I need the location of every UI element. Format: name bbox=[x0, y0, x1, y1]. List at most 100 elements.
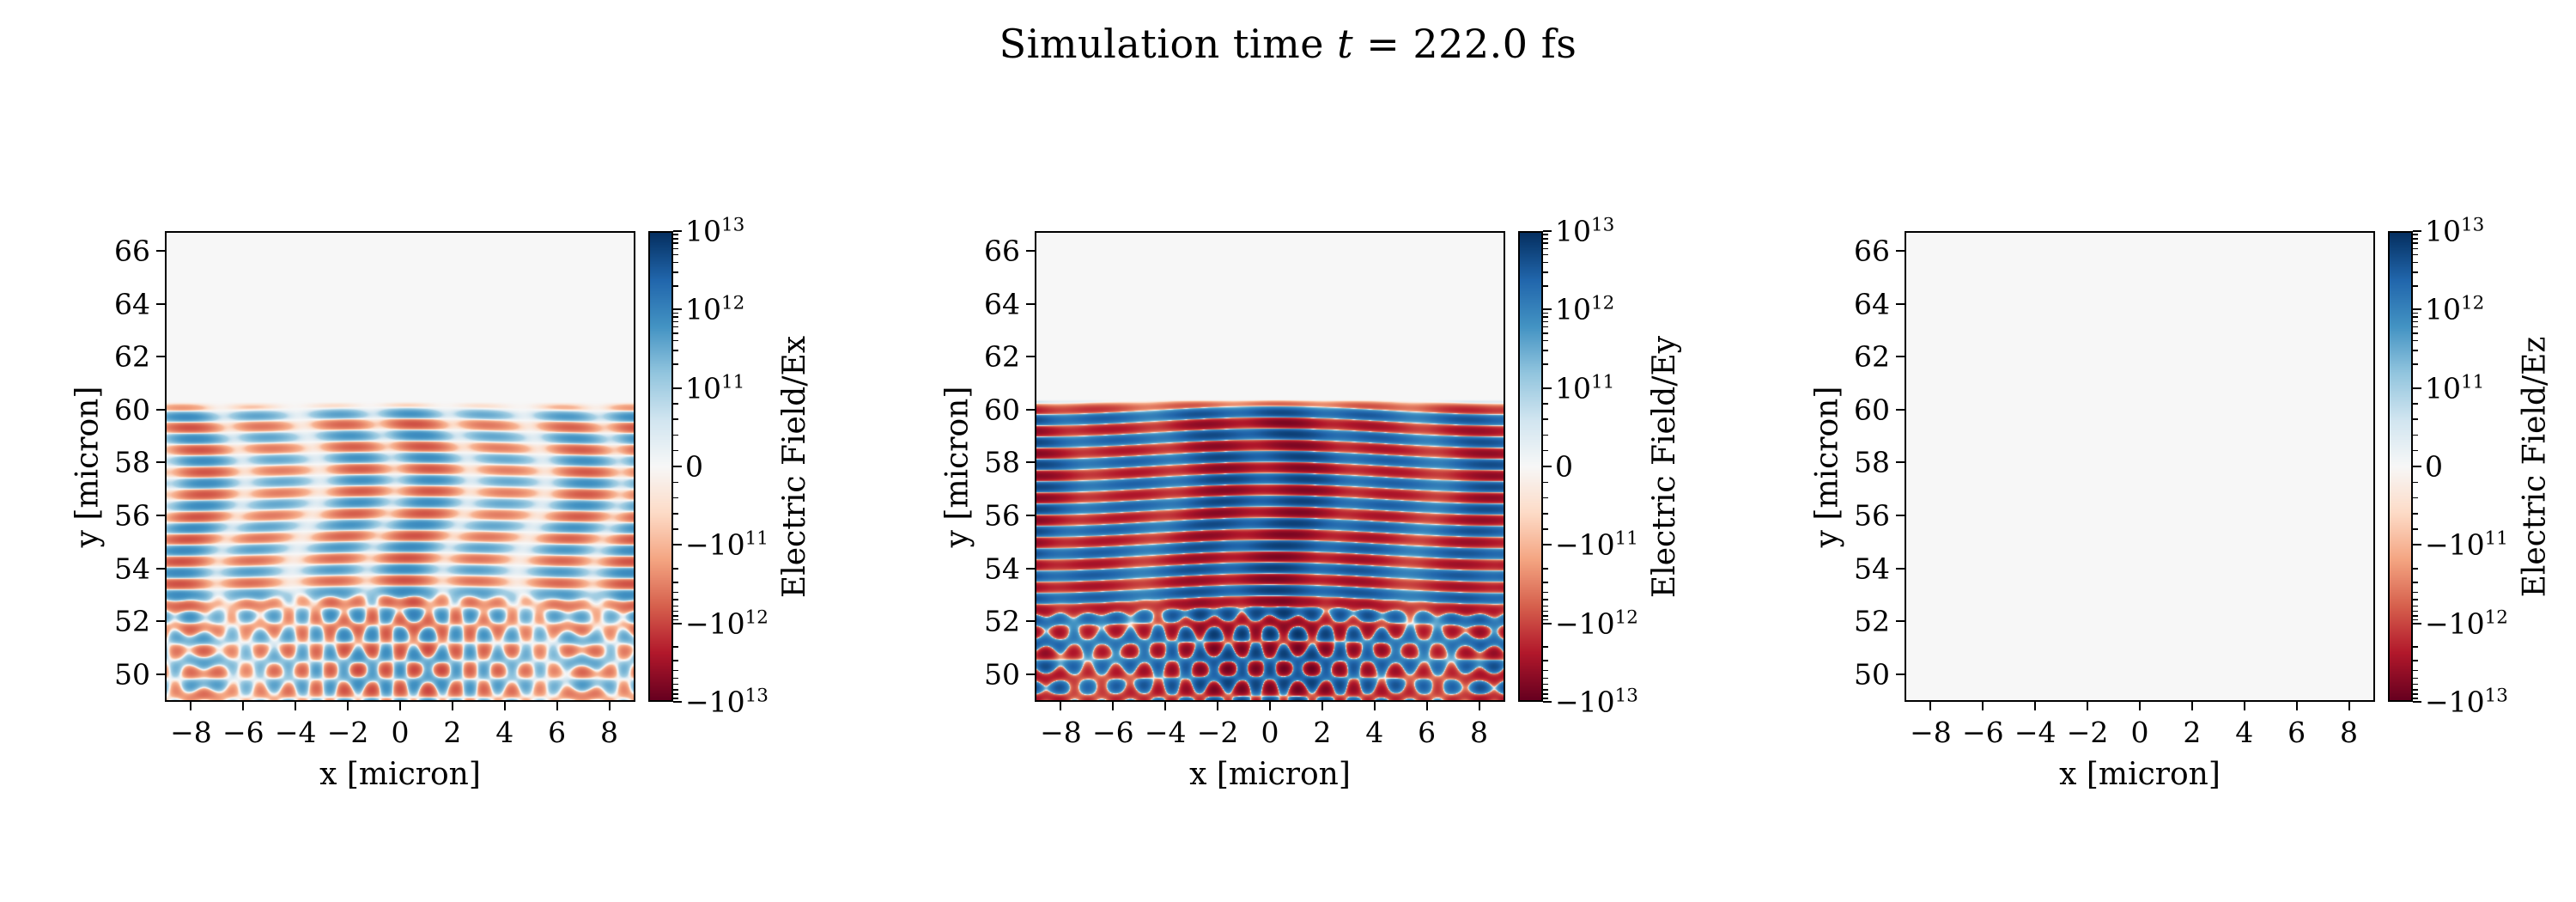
x-tick-labels: −8 −6 −4 −2 0 2 4 6 8 bbox=[1905, 716, 2375, 752]
colorbar-minor-tick bbox=[1543, 271, 1548, 273]
colorbar-minor-tick bbox=[2413, 582, 2418, 583]
colorbar-tick-mark bbox=[1543, 544, 1552, 546]
y-tick-mark bbox=[1896, 620, 1905, 623]
colorbar-tick-labels: 1013 1012 1011 0 −1011 −1012 −1013 bbox=[673, 215, 802, 719]
x-tick-mark bbox=[503, 702, 506, 710]
colorbar-label: Electric Field/Ex bbox=[769, 231, 821, 702]
colorbar-tick-label: 0 bbox=[685, 449, 703, 484]
colorbar-minor-tick bbox=[673, 332, 678, 334]
colorbar-minor-tick bbox=[673, 599, 678, 600]
y-tick-label: 66 bbox=[1854, 234, 1890, 268]
axes-ey bbox=[1035, 231, 1505, 702]
colorbar-minor-tick bbox=[673, 320, 678, 323]
colorbar-tick-mark bbox=[1543, 387, 1552, 389]
colorbar-ey bbox=[1518, 231, 1543, 702]
y-tick-mark bbox=[156, 620, 165, 623]
colorbar-minor-tick bbox=[1543, 434, 1548, 436]
colorbar-minor-tick bbox=[1543, 403, 1548, 405]
heatmap-canvas-ez bbox=[1906, 233, 2373, 700]
colorbar-tick-label: −1011 bbox=[2425, 527, 2508, 562]
colorbar-minor-tick bbox=[2413, 238, 2418, 240]
y-tick-mark bbox=[1026, 461, 1035, 464]
colorbar-minor-tick bbox=[2413, 253, 2418, 256]
colorbar-minor-tick bbox=[1543, 591, 1548, 594]
y-tick-mark bbox=[1896, 461, 1905, 464]
colorbar-minor-tick bbox=[673, 350, 678, 351]
colorbar-tick-label: −1012 bbox=[685, 606, 769, 641]
colorbar-tick-label: 1013 bbox=[685, 214, 745, 248]
colorbar-minor-tick bbox=[2413, 615, 2418, 617]
colorbar-minor-tick bbox=[2413, 605, 2418, 607]
x-tick-label: 0 bbox=[391, 716, 410, 749]
y-tick-mark bbox=[156, 408, 165, 411]
colorbar-tick-labels: 1013 1012 1011 0 −1011 −1012 −1013 bbox=[2413, 215, 2542, 719]
x-axis-label: x [micron] bbox=[1189, 757, 1351, 792]
x-tick-mark bbox=[451, 702, 453, 710]
colorbar-tick-mark bbox=[1543, 622, 1552, 625]
y-tick-label: 54 bbox=[984, 552, 1020, 586]
x-tick-label: 4 bbox=[495, 716, 514, 749]
colorbar-canvas-ey bbox=[1520, 233, 1541, 700]
colorbar-minor-tick bbox=[1543, 418, 1548, 420]
x-tick-mark bbox=[2295, 702, 2298, 710]
colorbar-minor-tick bbox=[2413, 418, 2418, 420]
colorbar-minor-tick bbox=[1543, 513, 1548, 515]
y-tick-mark bbox=[1026, 567, 1035, 570]
heatmap-canvas-ex bbox=[167, 233, 634, 700]
title-text-after: = 222.0 fs bbox=[1353, 21, 1577, 67]
x-tick-label: 2 bbox=[2183, 716, 2202, 749]
colorbar-minor-tick bbox=[673, 261, 678, 264]
colorbar-minor-tick bbox=[2413, 599, 2418, 600]
y-tick-label: 52 bbox=[1854, 604, 1890, 638]
x-tick-label: −2 bbox=[326, 716, 369, 749]
colorbar-ez bbox=[2388, 231, 2413, 702]
colorbar-minor-tick bbox=[2413, 449, 2418, 452]
colorbar-ex bbox=[648, 231, 673, 702]
x-tick-mark bbox=[1929, 702, 1932, 710]
x-tick-label: −8 bbox=[1040, 716, 1082, 749]
x-tick-label: −4 bbox=[1144, 716, 1187, 749]
y-tick-label: 66 bbox=[114, 234, 150, 268]
x-tick-mark bbox=[2139, 702, 2141, 710]
colorbar-tick-label: 1012 bbox=[2425, 292, 2485, 326]
axes-ex bbox=[165, 231, 635, 702]
colorbar-tick-mark bbox=[673, 701, 682, 703]
colorbar-tick-label: 1011 bbox=[685, 371, 745, 405]
y-tick-labels: 50 52 54 56 58 60 62 64 66 bbox=[1808, 231, 1890, 702]
colorbar-tick-mark bbox=[673, 622, 682, 625]
y-tick-label: 60 bbox=[114, 393, 150, 427]
colorbar-canvas-ez bbox=[2390, 233, 2411, 700]
colorbar-minor-tick bbox=[2413, 693, 2418, 695]
colorbar-minor-tick bbox=[1543, 363, 1548, 365]
panel-ex: y [micron] 50 52 54 56 58 60 62 64 66 −8 −6 −4 −2 0 2… bbox=[70, 0, 826, 902]
colorbar-minor-tick bbox=[673, 418, 678, 420]
colorbar-minor-tick bbox=[673, 591, 678, 594]
colorbar-canvas-ex bbox=[650, 233, 671, 700]
colorbar-minor-tick bbox=[673, 513, 678, 515]
x-tick-label: 8 bbox=[2340, 716, 2359, 749]
y-tick-mark bbox=[156, 250, 165, 253]
colorbar-minor-tick bbox=[673, 403, 678, 405]
axes-ez bbox=[1905, 231, 2375, 702]
colorbar-minor-tick bbox=[2413, 285, 2418, 287]
colorbar-minor-tick bbox=[1543, 599, 1548, 600]
colorbar-tick-label: −1012 bbox=[2425, 606, 2508, 641]
colorbar-label-text: Electric Field/Ey bbox=[1647, 335, 1683, 598]
panel-ez: y [micron] 50 52 54 56 58 60 62 64 66 −8 −6 −4 −2 0 2… bbox=[1810, 0, 2566, 902]
x-tick-mark bbox=[1164, 702, 1167, 710]
y-tick-mark bbox=[156, 567, 165, 570]
colorbar-minor-tick bbox=[2413, 312, 2418, 314]
colorbar-minor-tick bbox=[1543, 320, 1548, 323]
colorbar-minor-tick bbox=[1543, 669, 1548, 672]
x-tick-label: 6 bbox=[1418, 716, 1437, 749]
colorbar-minor-tick bbox=[2413, 261, 2418, 264]
colorbar-minor-tick bbox=[673, 238, 678, 240]
x-tick-mark bbox=[1112, 702, 1115, 710]
x-tick-mark bbox=[1060, 702, 1062, 710]
colorbar-minor-tick bbox=[2413, 332, 2418, 334]
colorbar-minor-tick bbox=[673, 339, 678, 342]
colorbar-label-text: Electric Field/Ex bbox=[777, 335, 813, 598]
x-tick-mark bbox=[2243, 702, 2245, 710]
colorbar-label: Electric Field/Ez bbox=[2509, 231, 2561, 702]
colorbar-tick-mark bbox=[1543, 308, 1552, 311]
